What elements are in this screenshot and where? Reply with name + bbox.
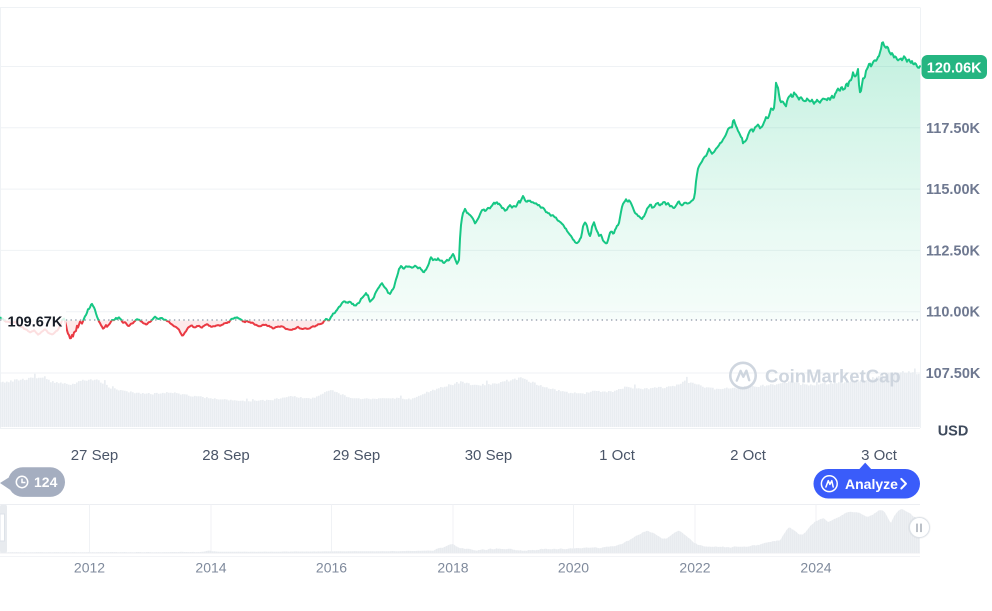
- svg-text:109.67K: 109.67K: [8, 314, 63, 330]
- svg-text:CoinMarketCap: CoinMarketCap: [765, 365, 901, 386]
- svg-text:120.06K: 120.06K: [927, 60, 982, 76]
- svg-text:3 Oct: 3 Oct: [861, 447, 898, 464]
- svg-text:2016: 2016: [316, 560, 347, 576]
- svg-text:112.50K: 112.50K: [926, 243, 981, 259]
- svg-text:115.00K: 115.00K: [926, 182, 981, 198]
- svg-text:2018: 2018: [437, 560, 468, 576]
- svg-text:USD: USD: [938, 424, 969, 440]
- svg-text:107.50K: 107.50K: [926, 366, 981, 382]
- svg-text:Analyze: Analyze: [845, 476, 898, 492]
- svg-text:117.50K: 117.50K: [926, 121, 981, 137]
- svg-text:2020: 2020: [558, 560, 589, 576]
- svg-text:124: 124: [34, 474, 58, 490]
- svg-text:2022: 2022: [679, 560, 710, 576]
- svg-text:1 Oct: 1 Oct: [599, 447, 636, 464]
- svg-text:30 Sep: 30 Sep: [465, 447, 513, 464]
- svg-text:2012: 2012: [74, 560, 105, 576]
- svg-text:2 Oct: 2 Oct: [730, 447, 767, 464]
- svg-text:28 Sep: 28 Sep: [202, 447, 250, 464]
- svg-text:27 Sep: 27 Sep: [71, 447, 119, 464]
- svg-text:2014: 2014: [195, 560, 226, 576]
- svg-text:29 Sep: 29 Sep: [333, 447, 381, 464]
- svg-text:2024: 2024: [800, 560, 831, 576]
- svg-text:110.00K: 110.00K: [926, 305, 981, 321]
